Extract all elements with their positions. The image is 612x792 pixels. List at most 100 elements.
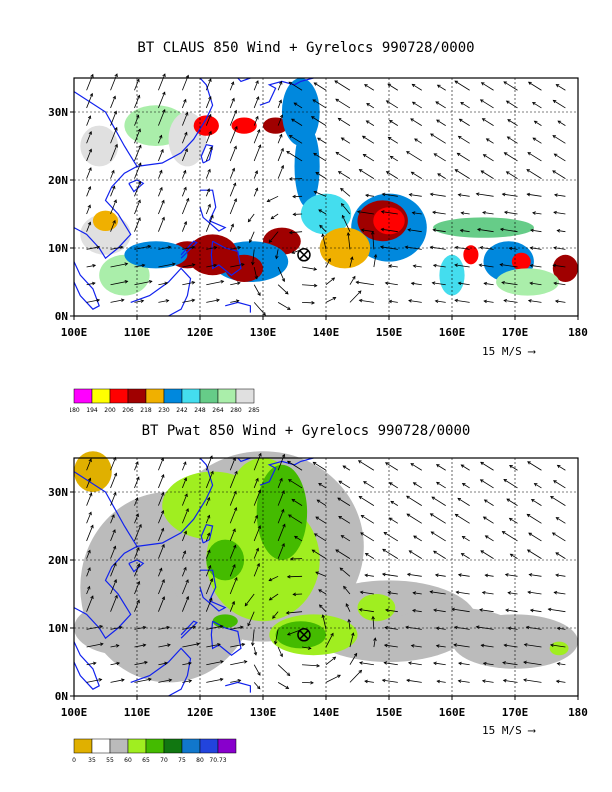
wind-arrow-shaft (534, 483, 542, 489)
wind-arrow-head (291, 118, 295, 122)
wind-arrow-head (385, 608, 389, 613)
wind-arrow-shaft (158, 510, 164, 524)
wind-arrow-shaft (229, 126, 238, 144)
wind-arrow-head (345, 603, 349, 607)
y-tick-label: 20N (48, 554, 68, 567)
wind-arrow-shaft (373, 254, 377, 268)
wind-arrow-head (327, 257, 331, 262)
wind-arrow-head (219, 624, 224, 629)
wind-arrow-head (137, 217, 141, 221)
wind-arrow-shaft (461, 212, 470, 215)
wind-arrow-head (316, 499, 321, 503)
wind-arrow-shaft (528, 300, 542, 303)
wind-arrow-head (312, 99, 317, 103)
wind-arrow-head (285, 685, 290, 689)
wind-arrow-shaft (366, 120, 375, 126)
wind-arrow-head (140, 299, 145, 303)
wind-arrow-shaft (526, 169, 542, 179)
wind-arrow-head (185, 579, 189, 583)
wind-arrow-shaft (523, 679, 542, 683)
wind-arrow-shaft (532, 212, 542, 215)
wind-arrow-head (281, 542, 285, 547)
wind-arrow-shaft (205, 532, 210, 542)
wind-arrow-head (98, 678, 103, 682)
colorbar-label: 65 (142, 757, 150, 764)
wind-arrow-shaft (86, 167, 92, 179)
wind-arrow-head (137, 199, 141, 204)
colorbar-label: 200 (104, 407, 116, 414)
wind-arrow-shaft (318, 589, 327, 595)
wind-arrow-shaft (365, 574, 374, 577)
coast-segment (130, 267, 192, 317)
wind-arrow-shaft (557, 120, 566, 126)
cloud-cell (294, 125, 320, 208)
wind-arrow-shaft (413, 592, 422, 595)
wind-arrow-shaft (277, 682, 289, 689)
wind-arrow-head (388, 120, 393, 124)
wind-arrow-shaft (479, 609, 494, 613)
wind-arrow-shaft (294, 536, 303, 542)
wind-arrow-shaft (253, 646, 257, 656)
wind-arrow-head (530, 228, 534, 233)
wind-arrow-shaft (277, 478, 283, 489)
wind-arrow-shaft (412, 212, 422, 215)
wind-arrow-shaft (270, 213, 279, 220)
wind-arrow-head (359, 661, 363, 665)
wind-arrow-shaft (341, 137, 351, 144)
wind-arrow-shaft (110, 299, 124, 303)
wind-arrow-shaft (86, 93, 93, 109)
wind-arrow-head (365, 120, 370, 124)
wind-arrow-shaft (437, 173, 446, 179)
wind-arrow-head (137, 128, 141, 133)
wind-arrow-head (183, 221, 188, 225)
wind-arrow-head (407, 661, 412, 665)
wind-arrow-head (183, 461, 187, 465)
wind-arrow-head (292, 212, 297, 217)
wind-arrow-shaft (86, 662, 96, 666)
wind-arrow-head (371, 615, 375, 620)
wind-arrow-head (549, 643, 554, 647)
wind-arrow-shaft (158, 568, 163, 577)
wind-arrow-head (319, 224, 323, 229)
wind-arrow-shaft (205, 471, 214, 489)
wind-arrow-head (435, 644, 440, 648)
wind-arrow-shaft (414, 138, 422, 144)
wind-arrow-head (136, 476, 140, 481)
wind-arrow-head (366, 103, 370, 107)
wind-arrow-head (556, 626, 561, 631)
wind-arrow-head (532, 137, 537, 141)
wind-arrow-head (286, 460, 291, 465)
wind-arrow-head (436, 481, 440, 486)
wind-arrow-shaft (134, 678, 152, 683)
wind-arrow-shaft (302, 302, 315, 304)
wind-arrow-shaft (530, 282, 542, 286)
wind-arrow-head (164, 281, 169, 286)
wind-arrow-head (124, 280, 129, 284)
wind-arrow-shaft (358, 460, 375, 471)
wind-arrow-shaft (158, 135, 162, 144)
wind-arrow-shaft (509, 465, 518, 471)
wind-arrow-head (233, 490, 237, 495)
wind-arrow-shaft (158, 457, 164, 471)
wind-arrow-shaft (205, 598, 213, 612)
wind-arrow-head (358, 169, 363, 173)
wind-arrow-head (257, 292, 261, 297)
cloud-cell (231, 117, 257, 134)
wind-arrow-shaft (181, 75, 189, 91)
wind-arrow-shaft (407, 573, 422, 577)
wind-arrow-shaft (182, 246, 195, 250)
wind-arrow-shaft (477, 228, 494, 233)
wind-arrow-shaft (455, 299, 470, 303)
wind-arrow-shaft (314, 82, 327, 91)
gyre-location-icon (297, 628, 311, 642)
wind-arrow-shaft (437, 680, 446, 683)
wind-arrow-shaft (454, 80, 470, 91)
wind-arrow-shaft (289, 135, 303, 144)
coast-segment (225, 301, 251, 313)
wind-arrow-head (507, 591, 512, 595)
wind-arrow-head (279, 80, 283, 85)
pwat-cell (206, 539, 245, 581)
wind-arrow-head (230, 223, 234, 228)
wind-arrow-head (166, 625, 171, 630)
wind-arrow-shaft (277, 524, 286, 542)
